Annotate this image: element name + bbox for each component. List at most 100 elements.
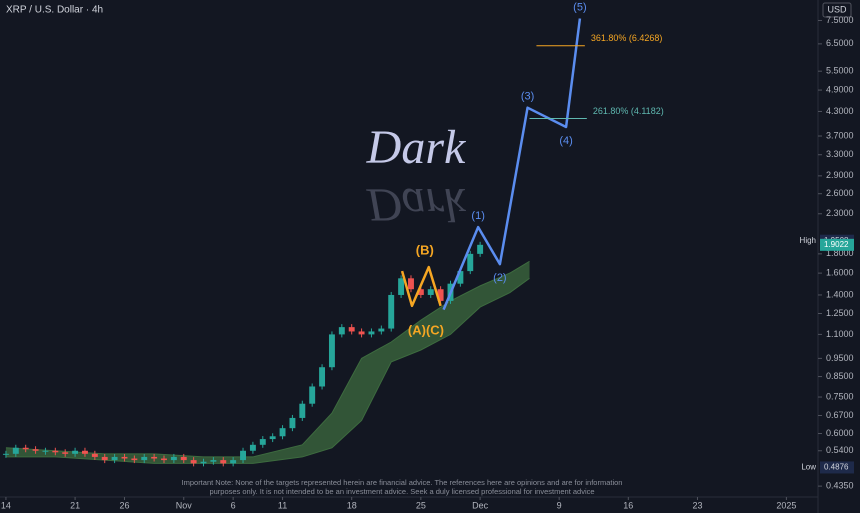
candle [161,458,167,461]
candle [378,328,385,332]
x-tick-label: Dec [472,500,489,510]
y-tick-label: 0.9500 [826,353,854,363]
candle [358,331,365,335]
candle [368,331,375,335]
candle [289,417,296,429]
x-tick-label: 11 [278,500,287,510]
candle [230,460,237,464]
y-tick-label: 5.5000 [826,66,854,76]
y-tick-label: 2.6000 [826,188,854,198]
candle [427,289,434,295]
y-tick-label: 1.1000 [826,329,854,339]
x-tick-label: 14 [1,500,11,510]
cloud-upper [5,260,530,458]
y-tick-label: 0.7500 [826,391,854,401]
candle [170,456,177,461]
wave-label: (B) [416,243,434,258]
candle [388,294,395,329]
candle [309,386,316,404]
x-tick-label: 16 [623,500,633,510]
candle [32,449,39,451]
wave-path [400,265,442,308]
candle [62,452,69,454]
candle [131,458,138,461]
x-tick-label: 21 [70,500,80,510]
candle [42,450,49,452]
candle [269,436,276,440]
candle [417,289,424,295]
wave-label: (1) [471,210,484,222]
price-marker-box [820,461,854,474]
wave-label: (3) [521,91,534,103]
candle [348,327,355,332]
candle [259,439,266,445]
x-tick-label: 26 [119,500,129,510]
y-tick-label: 3.3000 [826,149,854,159]
price-marker-name: Low [801,463,816,472]
wave-label: (A)(C) [408,322,444,337]
x-tick-label: 6 [231,500,236,510]
x-tick-label: 9 [557,500,562,510]
currency[interactable]: USD [827,4,847,14]
candle [408,278,414,290]
y-tick-label: 1.4000 [826,289,854,299]
candle [200,461,207,464]
candle [457,271,464,284]
chart-title: XRP / U.S. Dollar · 4h [6,5,103,16]
y-tick-label: 4.9000 [826,84,854,94]
x-tick-label: 23 [692,500,702,510]
candle [72,450,79,454]
candle [52,450,59,453]
candle [477,244,484,254]
last-price-box [820,238,854,251]
watermark-reflection: Dark [366,178,467,231]
fib-label: 361.80% (6.4268) [591,33,663,43]
candle [398,278,405,295]
candle [22,447,29,450]
fib-label: 261.80% (4.1182) [593,106,664,116]
y-tick-label: 0.8500 [826,371,854,381]
watermark-group: Dark Dark [366,121,467,231]
candle [220,460,227,464]
candle [299,403,306,418]
x-tick-label: 18 [347,500,357,510]
candle [467,253,474,272]
wave-label: (4) [559,135,572,147]
candle [121,456,128,459]
watermark: Dark [366,121,467,174]
y-tick-label: 7.5000 [826,15,854,25]
last-price-label: 1.9022 [824,240,849,249]
disclaimer: Important Note: None of the targets repr… [181,478,623,496]
x-tick-label: 2025 [776,500,796,510]
wave-path [442,18,582,311]
y-tick-label: 3.7000 [826,130,854,140]
y-tick-label: 1.2500 [826,308,854,318]
candle [2,453,9,455]
price-marker-name: High [800,236,816,245]
cloud-lower [5,277,530,464]
candle [151,456,158,459]
x-tick-label: Nov [176,500,193,510]
x-tick-label: 25 [416,500,426,510]
candle [210,460,217,462]
y-tick-label: 1.8000 [826,248,854,258]
price-marker-value: 0.4876 [824,463,849,472]
candle [319,367,326,387]
y-tick-label: 0.5400 [826,445,854,455]
y-tick-label: 0.6000 [826,428,854,438]
candle [141,456,148,461]
y-tick-label: 2.9000 [826,170,854,180]
candle [101,456,108,461]
candle [111,456,118,461]
wave-label: (2) [493,272,506,284]
wave-label: (5) [573,1,586,13]
currency-box[interactable] [822,2,852,18]
y-tick-label: 6.5000 [826,38,854,48]
candle [190,460,197,464]
candle [249,444,256,451]
candle [279,428,286,437]
candle [180,456,187,461]
